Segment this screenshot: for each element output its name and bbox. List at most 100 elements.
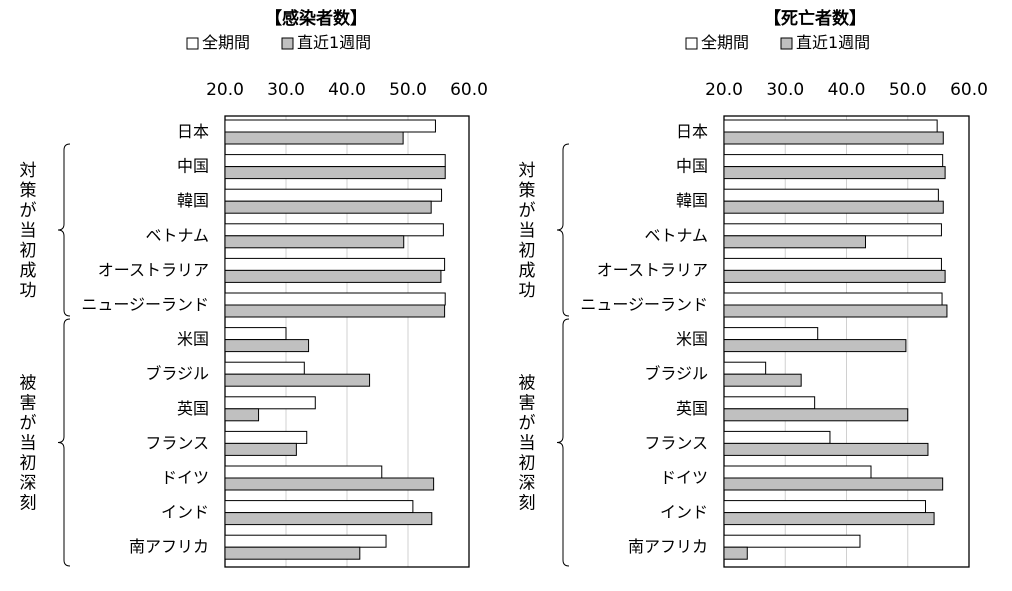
bar-all-period — [224, 500, 414, 514]
x-tick-label: 40.0 — [828, 80, 866, 100]
group-label: 対策が当初成功 — [20, 161, 37, 301]
bar-last-week — [723, 131, 944, 145]
bar-last-week — [723, 269, 946, 283]
group-brace — [57, 143, 71, 317]
bar-all-period — [224, 396, 316, 410]
category-label: 韓国 — [177, 191, 209, 210]
category-label: ニュージーランド — [81, 295, 209, 314]
x-tick-label: 50.0 — [389, 80, 427, 100]
group-label: 対策が当初成功 — [519, 161, 536, 301]
bar-last-week — [224, 235, 405, 249]
bar-all-period — [723, 465, 872, 479]
category-label: 中国 — [676, 157, 708, 176]
x-tick-label: 60.0 — [950, 80, 988, 100]
bar-all-period — [723, 292, 943, 306]
bar-all-period — [224, 188, 443, 202]
bar-last-week — [224, 339, 310, 353]
bar-all-period — [723, 119, 938, 133]
bar-last-week — [224, 442, 297, 456]
category-label: 英国 — [676, 399, 708, 418]
group-label: 被害が当初深刻 — [519, 374, 536, 514]
category-label: 米国 — [177, 330, 209, 349]
category-label: 日本 — [676, 122, 708, 141]
bar-all-period — [723, 430, 831, 444]
category-label: フランス — [644, 433, 708, 452]
bar-all-period — [224, 223, 444, 237]
bar-last-week — [723, 408, 909, 422]
bar-all-period — [723, 500, 927, 514]
bar-last-week — [723, 512, 935, 526]
category-label: ブラジル — [644, 364, 708, 383]
bar-last-week — [224, 166, 446, 180]
bar-all-period — [224, 327, 287, 341]
group-brace — [57, 318, 71, 567]
bar-all-period — [723, 154, 944, 168]
bar-all-period — [224, 257, 446, 271]
category-label: 中国 — [177, 157, 209, 176]
category-label: ニュージーランド — [580, 295, 708, 314]
bar-all-period — [224, 534, 387, 548]
bar-last-week — [723, 200, 944, 214]
bar-all-period — [224, 465, 383, 479]
bar-last-week — [224, 131, 404, 145]
bar-last-week — [224, 269, 442, 283]
category-label: ベトナム — [644, 226, 708, 245]
bar-all-period — [224, 154, 446, 168]
bar-all-period — [723, 361, 767, 375]
bar-all-period — [723, 257, 942, 271]
legend-label-all-period: 全期間 — [202, 33, 250, 52]
category-label: 南アフリカ — [628, 537, 708, 556]
legend-swatch-all-period — [685, 37, 698, 50]
legend-label-all-period: 全期間 — [701, 33, 749, 52]
category-label: 日本 — [177, 122, 209, 141]
bar-all-period — [723, 188, 939, 202]
bar-last-week — [723, 477, 944, 491]
bar-last-week — [723, 166, 946, 180]
infections-panel: 【感染者数】全期間 直近1週間 20.0 30.0 40.0 50.0 60.0 日本中国韓国… — [20, 8, 488, 568]
bar-all-period — [224, 292, 446, 306]
x-tick-label: 60.0 — [450, 80, 488, 100]
bar-all-period — [224, 361, 305, 375]
category-label: オーストラリア — [98, 260, 209, 279]
bar-all-period — [224, 119, 436, 133]
category-label: ドイツ — [660, 468, 708, 487]
chart-title: 【死亡者数】 — [764, 8, 866, 29]
bar-last-week — [723, 546, 748, 560]
bar-all-period — [224, 430, 308, 444]
x-tick-label: 30.0 — [267, 80, 305, 100]
bar-last-week — [224, 546, 361, 560]
group-brace — [556, 318, 570, 567]
bar-last-week — [723, 442, 929, 456]
bar-all-period — [723, 534, 861, 548]
category-label: ベトナム — [145, 226, 209, 245]
category-label: 韓国 — [676, 191, 708, 210]
x-tick-label: 40.0 — [328, 80, 366, 100]
bar-last-week — [723, 373, 802, 387]
bar-all-period — [723, 223, 942, 237]
bar-all-period — [723, 396, 816, 410]
x-tick-label: 50.0 — [889, 80, 927, 100]
category-label: 英国 — [177, 399, 209, 418]
bar-last-week — [224, 200, 432, 214]
category-label: ドイツ — [161, 468, 209, 487]
bar-last-week — [723, 304, 948, 318]
bar-last-week — [224, 304, 446, 318]
legend-swatch-all-period — [186, 37, 199, 50]
bar-last-week — [224, 373, 371, 387]
group-brace — [556, 143, 570, 317]
category-label: 南アフリカ — [129, 537, 209, 556]
bar-last-week — [723, 235, 866, 249]
x-tick-label: 20.0 — [705, 80, 743, 100]
chart-title: 【感染者数】 — [265, 8, 367, 29]
x-tick-label: 20.0 — [206, 80, 244, 100]
bar-last-week — [723, 339, 907, 353]
category-label: 米国 — [676, 330, 708, 349]
legend-swatch-last-week — [780, 37, 793, 50]
x-tick-label: 30.0 — [766, 80, 804, 100]
bar-last-week — [224, 408, 260, 422]
bar-last-week — [224, 477, 435, 491]
legend-label-last-week: 直近1週間 — [796, 33, 870, 52]
category-label: インド — [161, 503, 209, 522]
category-label: オーストラリア — [597, 260, 708, 279]
